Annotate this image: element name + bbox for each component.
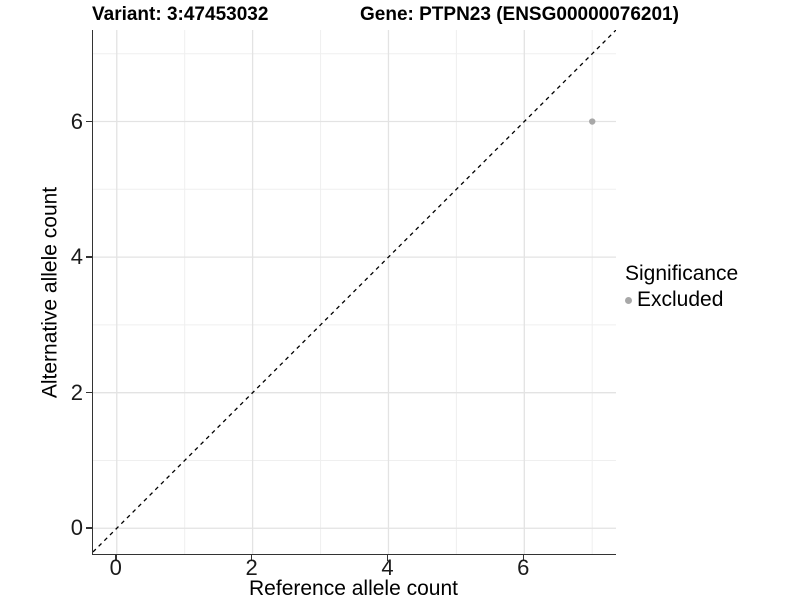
x-tick-label: 0 [109,555,122,580]
y-axis-title: Alternative allele count [38,186,62,399]
plot-title-variant: Variant: 3:47453032 [92,4,269,25]
y-tick-label: 4 [70,244,83,270]
legend-item-label: Excluded [637,288,724,311]
legend: Significance Excluded [625,261,738,312]
identity-reference-line [93,30,616,553]
x-tick-mark [522,555,525,561]
x-tick-mark [250,555,253,561]
y-tick-label: 0 [70,515,83,541]
x-axis-title: Reference allele count [249,577,458,600]
y-tick-mark [86,256,92,258]
legend-item-excluded: Excluded [625,288,738,312]
x-tick-mark [115,555,117,561]
y-tick-label: 6 [70,108,83,134]
y-tick-mark [86,120,92,123]
plot-canvas [93,30,616,554]
x-tick-label: 4 [381,555,394,580]
x-tick-mark [386,555,389,561]
y-tick-mark [86,391,92,394]
x-tick-label: 6 [517,555,530,580]
x-tick-label: 2 [245,555,258,580]
y-tick-label: 2 [70,379,83,405]
data-point-excluded [589,118,596,125]
y-tick-mark [86,527,92,529]
plot-panel [92,30,616,555]
plot-title-gene: Gene: PTPN23 (ENSG00000076201) [360,4,679,25]
excluded-point-swatch-icon [625,296,632,304]
legend-title: Significance [625,262,739,285]
